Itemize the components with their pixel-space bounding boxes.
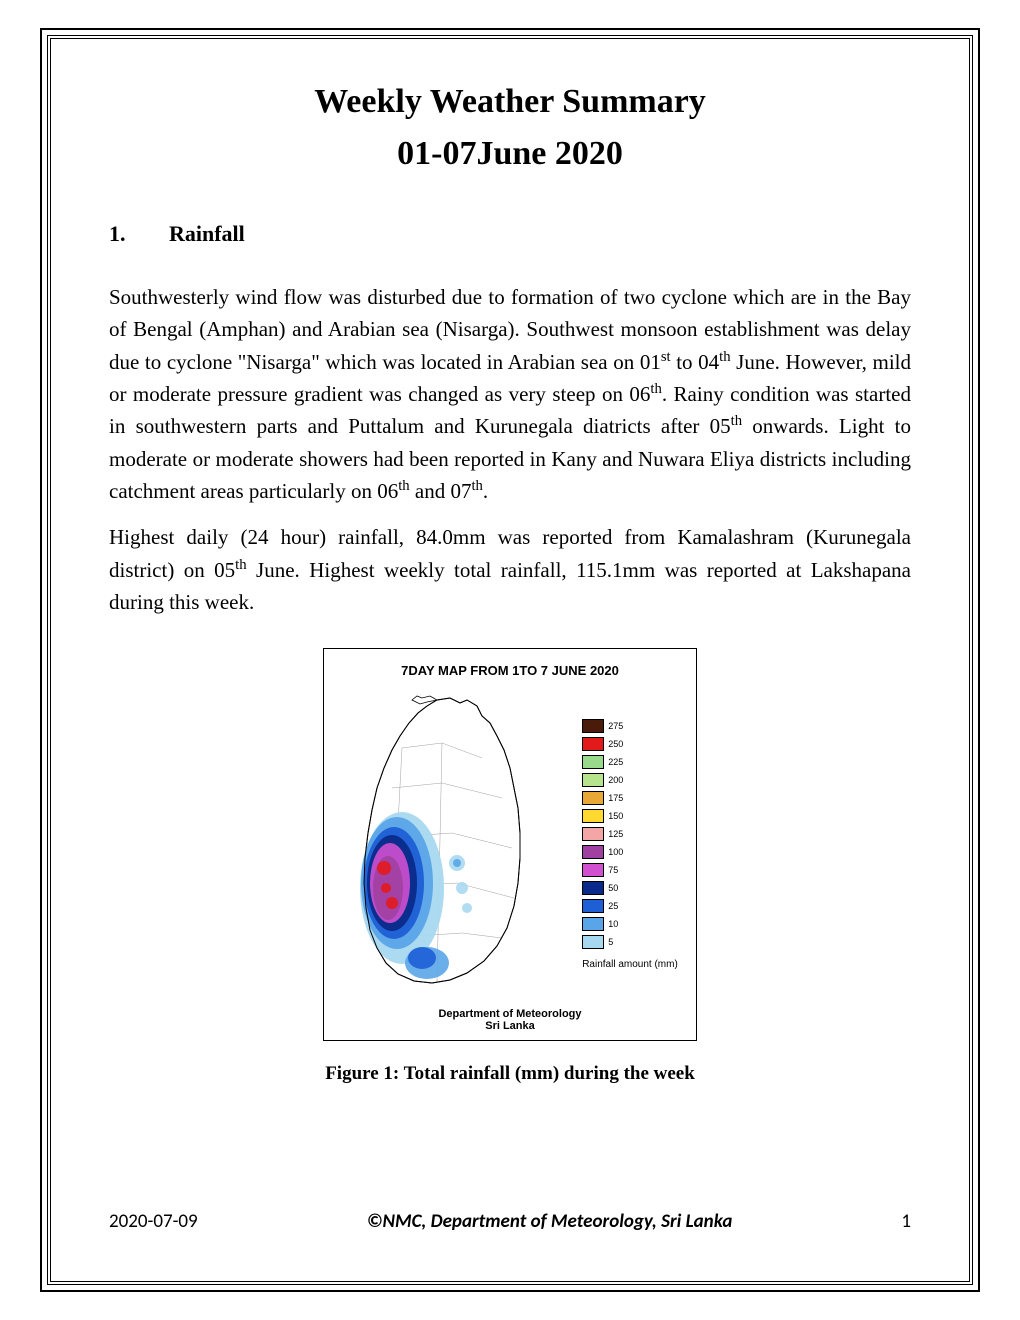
section-heading: 1. Rainfall [109,221,911,247]
legend-item: 25 [582,897,678,915]
section-number: 1. [109,221,169,247]
figure-dept: Department of Meteorology [342,1008,678,1020]
page-subtitle: 01-07June 2020 [109,135,911,173]
legend-item: 250 [582,735,678,753]
figure-box: 7DAY MAP FROM 1TO 7 JUNE 2020 [323,648,697,1041]
legend-value: 200 [608,775,623,785]
legend-items: 275 250 225 200 175 150 125 100 75 50 25 10 5 [582,717,678,951]
legend-swatch [582,863,604,877]
legend-swatch [582,755,604,769]
section-title: Rainfall [169,221,245,247]
legend-value: 25 [608,901,618,911]
legend-item: 125 [582,825,678,843]
legend-value: 10 [608,919,618,929]
legend-item: 10 [582,915,678,933]
footer-date: 2020-07-09 [109,1210,198,1233]
legend-item: 100 [582,843,678,861]
legend-swatch [582,845,604,859]
legend-title: Rainfall amount (mm) [582,959,678,970]
legend-value: 75 [608,865,618,875]
page-title: Weekly Weather Summary [109,83,911,121]
legend-item: 175 [582,789,678,807]
rainfall-map [342,688,552,998]
legend-item: 275 [582,717,678,735]
legend-value: 150 [608,811,623,821]
paragraph-2: Highest daily (24 hour) rainfall, 84.0mm… [109,521,911,618]
map-area: 275 250 225 200 175 150 125 100 75 50 25 10 5 Rainfa… [342,688,678,998]
legend-value: 100 [608,847,623,857]
map-title: 7DAY MAP FROM 1TO 7 JUNE 2020 [342,663,678,678]
legend-item: 75 [582,861,678,879]
outer-border: Weekly Weather Summary 01-07June 2020 1.… [40,28,980,1292]
legend-value: 175 [608,793,623,803]
figure-container: 7DAY MAP FROM 1TO 7 JUNE 2020 [109,648,911,1085]
legend-swatch [582,773,604,787]
legend-value: 225 [608,757,623,767]
legend-item: 200 [582,771,678,789]
legend-value: 250 [608,739,623,749]
footer-copyright: ©NMC, Department of Meteorology, Sri Lan… [367,1210,733,1233]
legend-item: 50 [582,879,678,897]
page-footer: 2020-07-09 ©NMC, Department of Meteorolo… [109,1210,911,1233]
legend-swatch [582,791,604,805]
legend-item: 225 [582,753,678,771]
legend-swatch [582,935,604,949]
legend-swatch [582,881,604,895]
legend-swatch [582,719,604,733]
legend-value: 50 [608,883,618,893]
page-content: Weekly Weather Summary 01-07June 2020 1.… [109,79,911,1241]
inner-border: Weekly Weather Summary 01-07June 2020 1.… [47,35,973,1285]
legend: 275 250 225 200 175 150 125 100 75 50 25 10 5 Rainfa… [582,717,678,970]
legend-value: 5 [608,937,613,947]
legend-item: 150 [582,807,678,825]
legend-swatch [582,737,604,751]
legend-value: 125 [608,829,623,839]
legend-swatch [582,899,604,913]
figure-country: Sri Lanka [342,1020,678,1032]
figure-caption: Figure 1: Total rainfall (mm) during the… [109,1063,911,1085]
legend-swatch [582,809,604,823]
paragraph-1: Southwesterly wind flow was disturbed du… [109,281,911,507]
legend-swatch [582,827,604,841]
legend-item: 5 [582,933,678,951]
legend-swatch [582,917,604,931]
footer-page-number: 1 [901,1210,911,1233]
legend-value: 275 [608,721,623,731]
